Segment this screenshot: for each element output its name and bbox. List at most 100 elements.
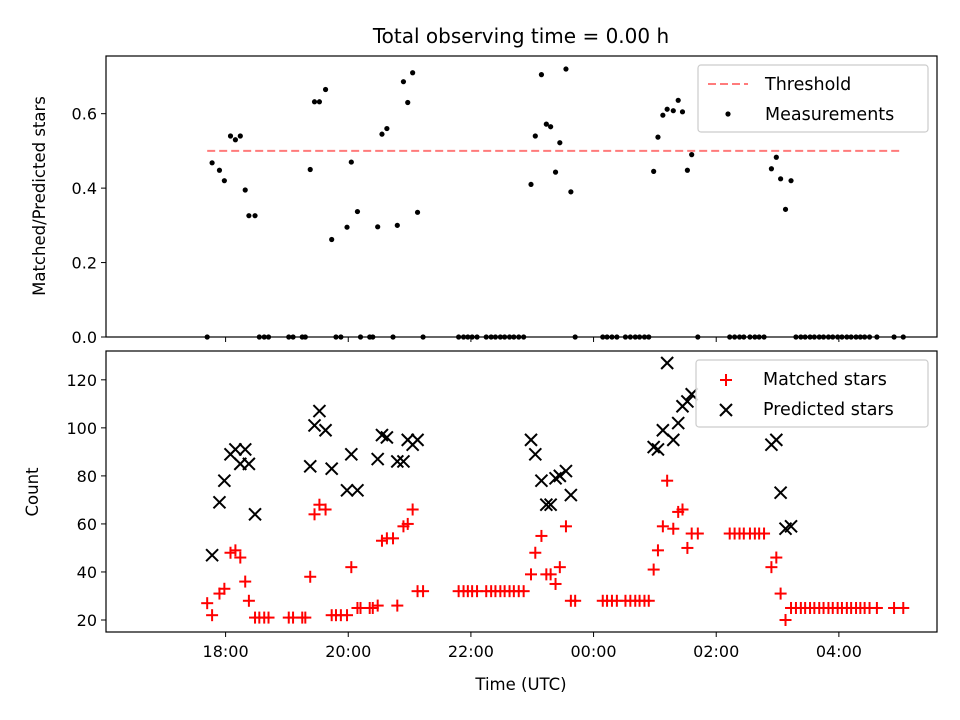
matched-stars-point	[201, 597, 214, 610]
matched-stars-point	[661, 474, 674, 487]
matched-stars-point	[406, 503, 419, 516]
predicted-stars-point	[390, 454, 405, 469]
predicted-stars-point	[680, 394, 695, 409]
measurement-point	[782, 206, 789, 212]
predicted-stars-point	[559, 464, 573, 478]
predicted-stars-point	[539, 498, 554, 512]
matched-stars-point	[319, 503, 332, 516]
matched-stars-point	[262, 611, 275, 624]
matched-stars-point	[417, 585, 430, 598]
matched-stars-point	[553, 561, 566, 574]
figure-title: Total observing time = 0.00 h	[372, 24, 669, 48]
matched-stars-point	[870, 601, 883, 614]
y-tick-label: 40	[77, 563, 97, 582]
predicted-stars-point	[324, 461, 339, 476]
count-x-axis: 18:00 20:00 22:00 00:00 02:00 04:00	[203, 632, 862, 661]
measurement-point	[538, 72, 545, 78]
count-legend: Matched stars Predicted stars	[695, 359, 929, 428]
measurement-point	[655, 134, 661, 140]
x-axis-label: Time (UTC)	[474, 675, 566, 694]
matched-stars-point	[206, 609, 219, 622]
measurement-point	[788, 178, 794, 184]
predicted-stars-point	[380, 430, 394, 445]
measurement-point	[307, 166, 313, 173]
matched-stars-point	[525, 568, 538, 581]
predicted-stars-point	[651, 442, 665, 457]
matched-stars-point	[234, 551, 247, 564]
y-tick-label: 0.4	[72, 179, 97, 198]
matched-stars-point	[371, 599, 384, 612]
measurement-point	[232, 137, 239, 143]
measurement-point	[660, 112, 666, 118]
measurement-point	[379, 131, 385, 137]
measurement-point	[348, 159, 354, 165]
predicted-stars-point	[543, 498, 558, 512]
y-tick-label: 0.2	[72, 254, 97, 273]
x-tick-label: 22:00	[448, 642, 494, 661]
measurement-point	[384, 125, 390, 132]
ratio-plot-frame	[105, 55, 938, 338]
predicted-stars-point	[228, 442, 243, 457]
measurement-point	[675, 97, 681, 103]
predicted-stars-point	[217, 473, 232, 488]
matched-legend-label: Matched stars	[763, 370, 887, 390]
ratio-y-axis: 0.0 0.2 0.4 0.6	[72, 105, 106, 347]
count-plot-frame	[105, 350, 938, 633]
matched-stars-point	[758, 527, 771, 540]
matched-stars-point	[229, 544, 242, 557]
measurement-point	[375, 224, 381, 230]
predicted-legend-swatch	[719, 403, 733, 417]
predicted-stars-point	[534, 473, 549, 488]
matched-stars-point	[387, 532, 400, 545]
predicted-stars-point	[303, 459, 317, 473]
measurement-point	[246, 213, 252, 219]
predicted-stars-point	[212, 495, 227, 510]
predicted-stars-point	[248, 507, 262, 522]
measurement-point	[316, 99, 323, 105]
measurement-point	[329, 236, 335, 243]
predicted-stars-point	[396, 454, 411, 469]
x-tick-label: 04:00	[816, 642, 862, 661]
predicted-stars-point	[769, 433, 784, 447]
measurement-point	[237, 133, 243, 139]
matched-stars-point	[691, 527, 704, 540]
measurement-point	[768, 166, 775, 172]
measurement-point	[394, 222, 400, 228]
ratio-legend-box	[697, 64, 929, 133]
matched-stars-point	[667, 522, 680, 535]
x-tick-label: 00:00	[571, 642, 617, 661]
measurement-point	[568, 189, 574, 195]
predicted-stars-point	[205, 548, 219, 562]
measurements-legend-swatch	[725, 111, 731, 117]
matched-stars-point	[765, 561, 778, 574]
matched-stars-point	[345, 561, 358, 574]
x-tick-label: 02:00	[693, 642, 739, 661]
matched-stars-point	[897, 601, 910, 614]
measurement-point	[552, 169, 559, 175]
matched-stars-point	[549, 577, 562, 590]
matched-legend-swatch	[720, 374, 732, 386]
measurement-point	[670, 108, 676, 114]
x-tick-label: 18:00	[203, 642, 249, 661]
matched-stars-point	[341, 609, 354, 622]
matched-stars-point	[391, 599, 404, 612]
y-tick-label: 0.6	[72, 105, 97, 124]
count-y-axis-label: Count	[23, 467, 42, 517]
measurement-point	[405, 99, 411, 106]
measurement-point	[216, 167, 223, 173]
predicted-stars-point	[528, 447, 543, 461]
count-panel: 20 40 60 80 100 120 18:00 20:00 22:00 00:00 02:00…	[23, 350, 938, 694]
matched-stars-point	[529, 546, 542, 559]
matched-stars-point	[239, 575, 252, 588]
matched-stars-point	[313, 498, 326, 511]
measurement-point	[344, 224, 350, 230]
predicted-stars-point	[666, 433, 680, 447]
measurement-point	[543, 121, 549, 127]
measurement-point	[679, 109, 686, 115]
matched-stars-point	[304, 570, 317, 583]
measurement-point	[528, 181, 534, 188]
x-tick-label: 20:00	[325, 642, 371, 661]
matched-stars-point	[569, 594, 582, 607]
measurement-point	[252, 213, 258, 219]
measurements-legend-label: Measurements	[765, 105, 894, 125]
